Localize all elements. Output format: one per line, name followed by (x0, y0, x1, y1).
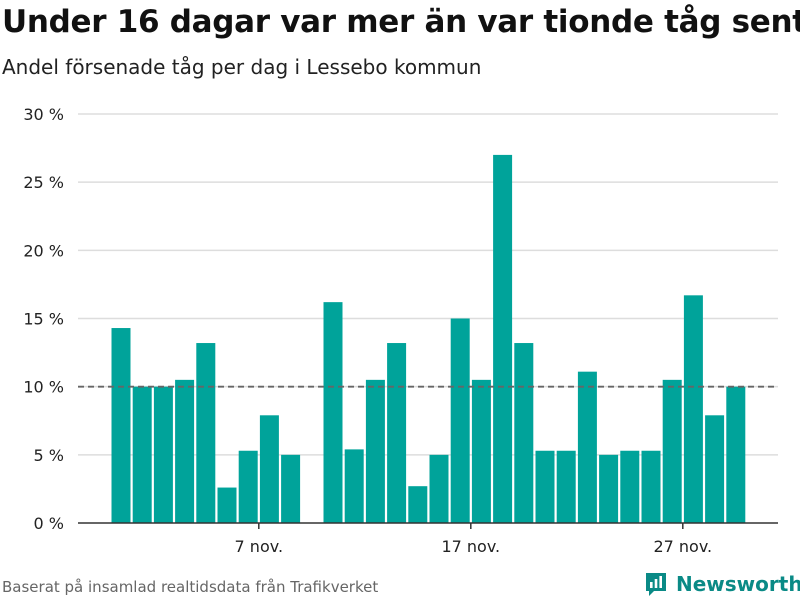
bar (408, 486, 428, 523)
y-tick-label: 15 % (23, 310, 64, 329)
source-note: Baserat på insamlad realtidsdata från Tr… (2, 578, 379, 596)
bar (175, 379, 195, 523)
bar (620, 450, 640, 523)
bar (577, 371, 597, 523)
bar (726, 386, 746, 523)
bar (450, 318, 470, 523)
y-tick-label: 30 % (23, 105, 64, 124)
bar (111, 328, 131, 523)
bar (259, 415, 279, 523)
bars (111, 154, 746, 523)
bar (153, 386, 173, 523)
bar (238, 450, 258, 523)
bar (281, 454, 301, 523)
y-tick-label: 5 % (34, 446, 64, 465)
chart-title: Under 16 dagar var mer än var tionde tåg… (2, 4, 800, 40)
bar (471, 379, 491, 523)
x-tick-label: 7 nov. (235, 537, 284, 556)
bar (556, 450, 576, 523)
bar (683, 295, 703, 523)
bar (323, 302, 343, 523)
bar (196, 343, 216, 523)
bar (217, 487, 237, 523)
bar (641, 450, 661, 523)
newsworthy-logo-icon (646, 573, 666, 596)
bar (344, 449, 364, 523)
brand: Newsworthy (644, 569, 800, 599)
brand-name: Newsworthy (676, 572, 800, 596)
x-tick-label: 17 nov. (441, 537, 500, 556)
chart-subtitle: Andel försenade tåg per dag i Lessebo ko… (2, 55, 482, 79)
bar (514, 343, 534, 523)
y-axis-tick-labels: 0 % 5 % 10 % 15 % 20 % 25 % 30 % (23, 105, 64, 533)
y-tick-label: 0 % (34, 514, 64, 533)
bar (132, 386, 152, 523)
y-tick-label: 25 % (23, 173, 64, 192)
bar (599, 454, 619, 523)
y-tick-label: 20 % (23, 241, 64, 260)
grid-lines (78, 113, 778, 456)
bar (365, 379, 385, 523)
y-tick-label: 10 % (23, 378, 64, 397)
bar (535, 450, 555, 523)
x-tick-label: 27 nov. (653, 537, 712, 556)
bar (662, 379, 682, 523)
bar (493, 154, 513, 523)
bar (429, 454, 449, 523)
bar (705, 415, 725, 523)
x-axis: 7 nov. 17 nov. 27 nov. (78, 522, 778, 556)
bar (387, 343, 407, 523)
